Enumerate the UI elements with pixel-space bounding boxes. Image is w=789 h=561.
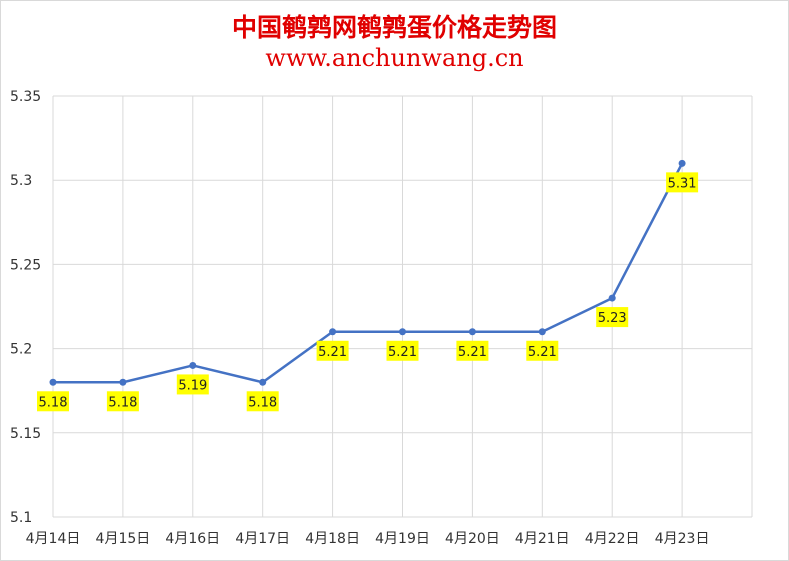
data-label-bg (37, 391, 69, 412)
data-label: 5.21 (458, 345, 487, 360)
data-label: 5.21 (528, 345, 557, 360)
data-label: 5.19 (178, 378, 207, 393)
x-tick-label: 4月16日 (165, 531, 220, 547)
x-tick-label: 4月14日 (26, 531, 81, 547)
data-point (538, 328, 546, 336)
data-label: 5.18 (248, 395, 277, 410)
data-point (189, 361, 197, 369)
x-tick-label: 4月22日 (585, 531, 640, 547)
x-tick-label: 4月18日 (305, 531, 360, 547)
data-label: 5.31 (668, 176, 697, 191)
data-point (119, 378, 127, 386)
data-label-bg (596, 307, 629, 328)
data-label: 5.21 (318, 345, 347, 360)
data-point (329, 328, 337, 336)
data-point (678, 159, 686, 167)
chart-subtitle: www.anchunwang.cn (265, 44, 524, 72)
data-label-bg (386, 340, 419, 361)
data-label: 5.18 (39, 395, 68, 410)
data-label-bg (106, 391, 139, 412)
x-tick-label: 4月19日 (375, 531, 430, 547)
x-tick-label: 4月17日 (235, 531, 290, 547)
data-label-bg (666, 172, 699, 193)
data-label: 5.21 (388, 345, 417, 360)
data-point (608, 294, 616, 302)
data-label-bg (176, 374, 209, 395)
x-tick-label: 4月20日 (445, 531, 500, 547)
y-tick-label: 5.1 (10, 510, 32, 526)
data-point (399, 328, 406, 336)
x-tick-label: 4月21日 (515, 531, 570, 547)
data-point (259, 378, 267, 386)
x-tick-label: 4月23日 (655, 531, 710, 547)
data-label: 5.23 (598, 311, 627, 326)
x-tick-label: 4月15日 (96, 531, 151, 547)
y-tick-label: 5.25 (10, 257, 41, 273)
data-point (468, 328, 476, 336)
data-label-bg (316, 340, 349, 361)
y-tick-label: 5.35 (10, 89, 41, 105)
y-tick-label: 5.3 (10, 173, 32, 189)
data-label-bg (246, 391, 279, 412)
data-label-bg (526, 340, 559, 361)
data-label-bg (456, 340, 489, 361)
y-tick-label: 5.2 (10, 342, 32, 358)
data-label: 5.18 (108, 395, 137, 410)
series-line (53, 162, 684, 384)
chart-title: 中国鹌鹑网鹌鹑蛋价格走势图 (231, 13, 557, 42)
y-tick-label: 5.15 (10, 426, 41, 442)
data-point (49, 378, 57, 386)
